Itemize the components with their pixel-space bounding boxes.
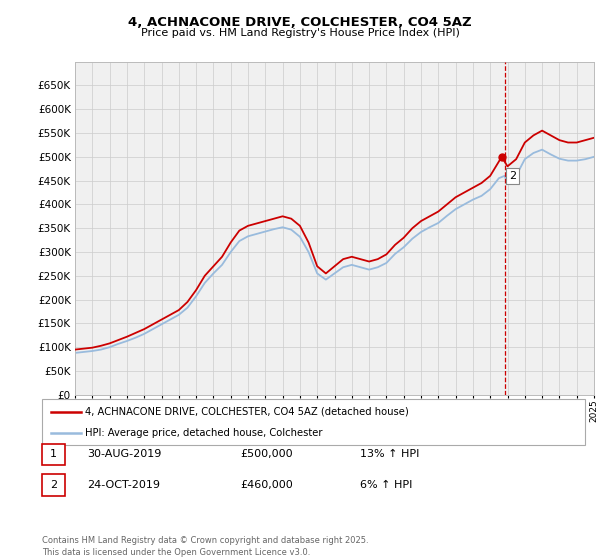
Text: £500,000: £500,000 <box>240 449 293 459</box>
Text: 24-OCT-2019: 24-OCT-2019 <box>87 480 160 490</box>
Text: 6% ↑ HPI: 6% ↑ HPI <box>360 480 412 490</box>
Text: 4, ACHNACONE DRIVE, COLCHESTER, CO4 5AZ: 4, ACHNACONE DRIVE, COLCHESTER, CO4 5AZ <box>128 16 472 29</box>
Text: 30-AUG-2019: 30-AUG-2019 <box>87 449 161 459</box>
Text: HPI: Average price, detached house, Colchester: HPI: Average price, detached house, Colc… <box>85 428 323 438</box>
Text: £460,000: £460,000 <box>240 480 293 490</box>
Text: Price paid vs. HM Land Registry's House Price Index (HPI): Price paid vs. HM Land Registry's House … <box>140 28 460 38</box>
Text: Contains HM Land Registry data © Crown copyright and database right 2025.
This d: Contains HM Land Registry data © Crown c… <box>42 536 368 557</box>
Text: 4, ACHNACONE DRIVE, COLCHESTER, CO4 5AZ (detached house): 4, ACHNACONE DRIVE, COLCHESTER, CO4 5AZ … <box>85 407 409 417</box>
Text: 2: 2 <box>509 171 516 181</box>
Text: 2: 2 <box>50 480 57 490</box>
Text: 13% ↑ HPI: 13% ↑ HPI <box>360 449 419 459</box>
Text: 1: 1 <box>50 449 57 459</box>
